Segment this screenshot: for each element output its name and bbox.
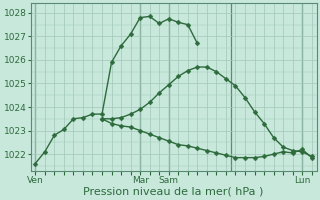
X-axis label: Pression niveau de la mer( hPa ): Pression niveau de la mer( hPa ) xyxy=(83,187,264,197)
